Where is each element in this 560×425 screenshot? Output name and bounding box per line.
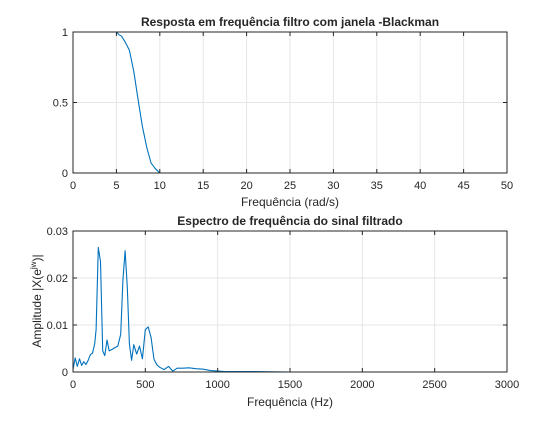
y-axis-label-end: )| (30, 254, 44, 261)
y-tick-label: 0.03 (47, 226, 68, 238)
x-tick-label: 35 (371, 180, 383, 192)
x-tick-label: 15 (197, 180, 209, 192)
x-tick-label: 40 (414, 180, 426, 192)
x-axis-label: Frequência (Hz) (247, 395, 333, 409)
x-tick-label: 5 (113, 180, 119, 192)
x-tick-label: 20 (240, 180, 252, 192)
y-axis-label: Amplitude |X(ejw)| (29, 254, 44, 347)
x-tick-label: 25 (284, 180, 296, 192)
y-tick-label: 0 (62, 168, 68, 180)
y-tick-labels: 00.51 (53, 27, 68, 180)
grid (73, 32, 507, 173)
x-axis-label: Frequência (rad/s) (241, 195, 339, 209)
y-tick-label: 0.5 (53, 98, 68, 110)
y-axis-label-sup: jw (29, 261, 38, 270)
x-tick-labels: 0 500 1000 1500 2000 2500 3000 (70, 379, 519, 391)
y-tick-label: 0 (62, 367, 68, 379)
x-tick-label: 30 (327, 180, 339, 192)
plot-title: Resposta em frequência filtro com janela… (141, 15, 439, 29)
x-tick-label: 2500 (422, 379, 446, 391)
x-tick-label: 500 (136, 379, 154, 391)
y-tick-label: 0.02 (47, 273, 68, 285)
plot-filtered-spectrum: 0 500 1000 1500 2000 2500 3000 0 0.01 0.02 0.03 E… (29, 214, 519, 409)
x-tick-label: 0 (70, 379, 76, 391)
y-tick-label: 1 (62, 27, 68, 39)
x-tick-label: 10 (154, 180, 166, 192)
x-tick-label: 0 (70, 180, 76, 192)
x-tick-label: 2000 (350, 379, 374, 391)
x-tick-label: 45 (457, 180, 469, 192)
series-line (72, 246, 507, 373)
grid (73, 231, 507, 372)
x-tick-label: 1000 (205, 379, 229, 391)
y-tick-labels: 0 0.01 0.02 0.03 (47, 226, 68, 379)
y-axis-label-main: Amplitude |X(e (30, 269, 44, 348)
x-tick-label: 3000 (495, 379, 519, 391)
x-tick-label: 1500 (278, 379, 302, 391)
plot-frequency-response: 0 5 10 15 20 25 30 35 40 45 50 00.51 Resposta em f… (53, 15, 513, 209)
x-tick-labels: 0 5 10 15 20 25 30 35 40 45 50 (70, 180, 513, 192)
x-tick-label: 50 (501, 180, 513, 192)
y-tick-label: 0.01 (47, 320, 68, 332)
plot-title: Espectro de frequência do sinal filtrado (177, 214, 402, 228)
